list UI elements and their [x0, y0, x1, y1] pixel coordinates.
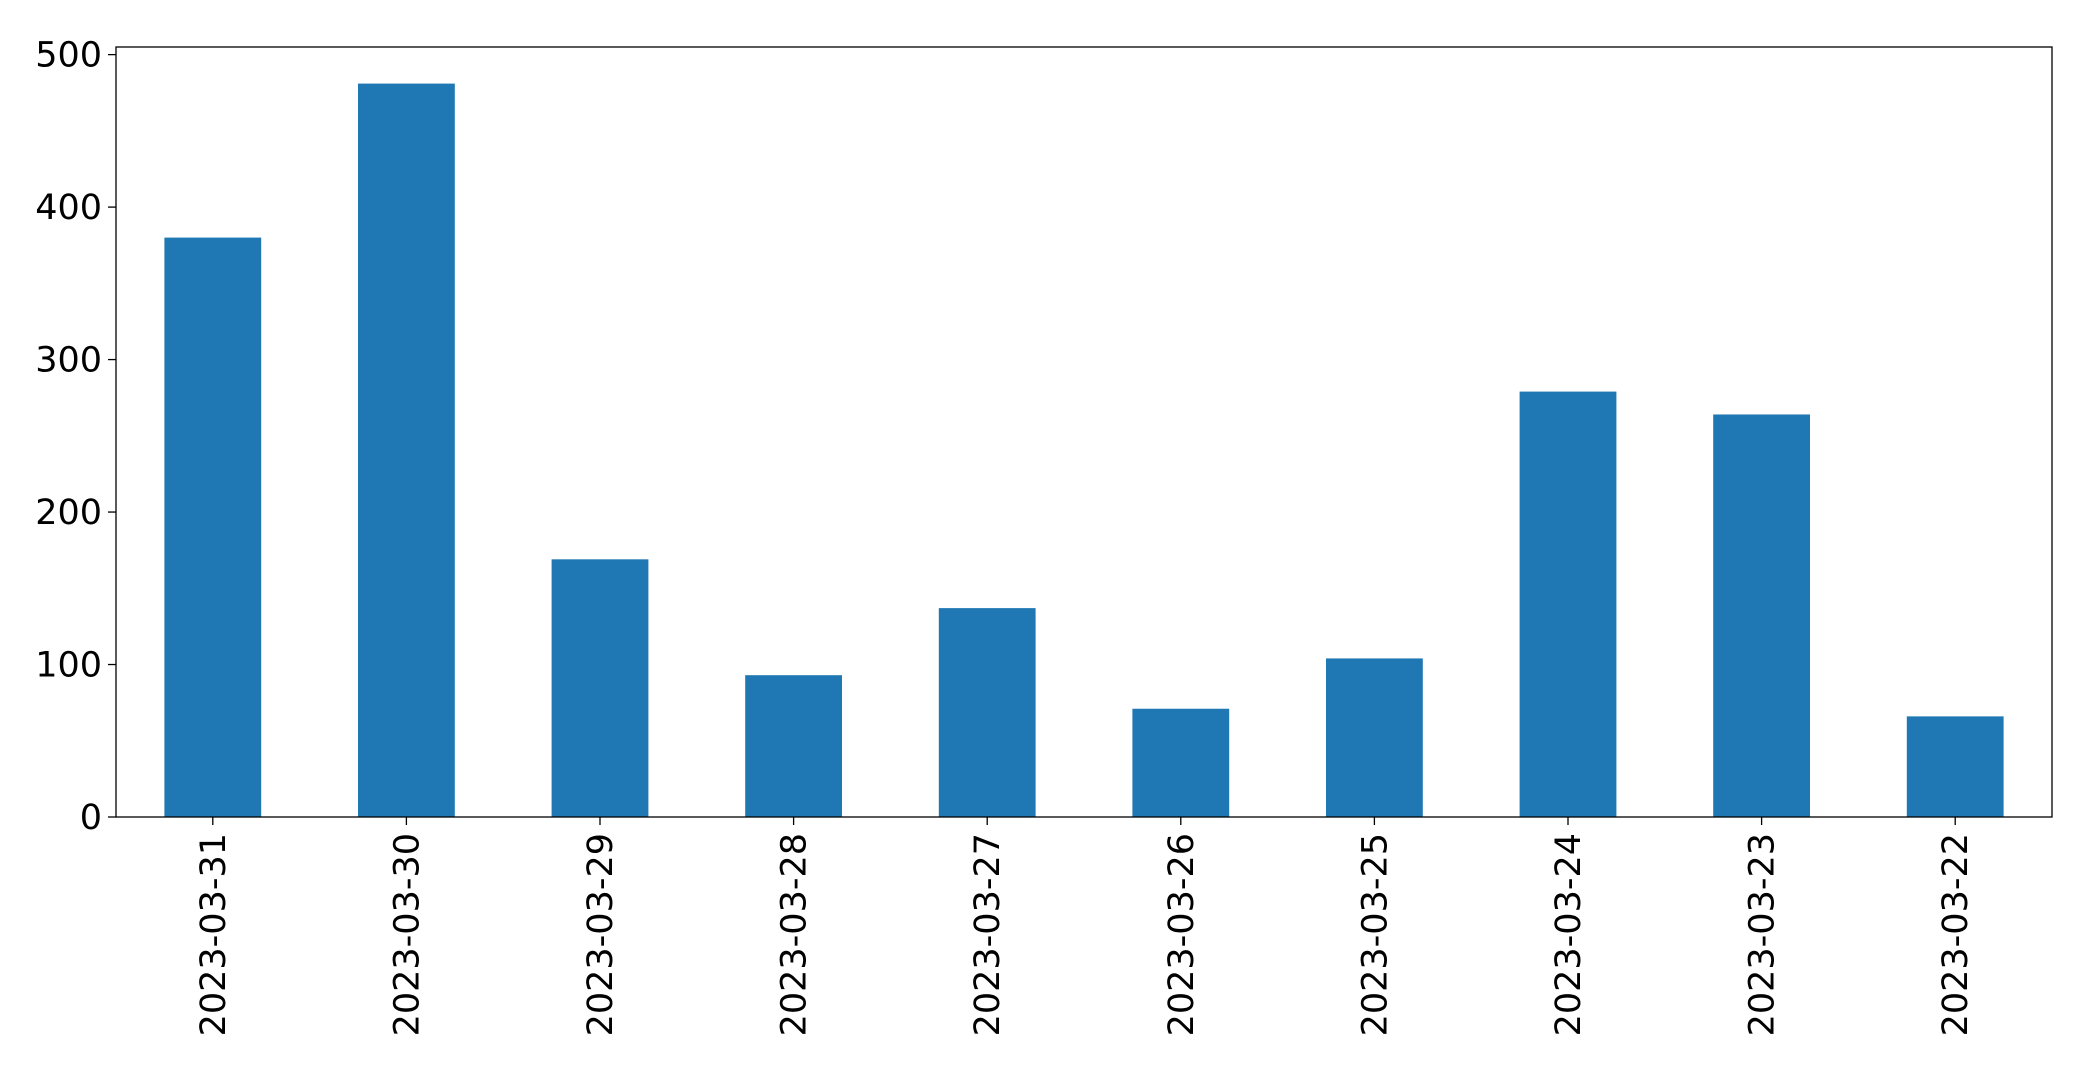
y-tick-label: 500 — [35, 36, 102, 76]
x-tick-label: 2023-03-25 — [1355, 833, 1395, 1036]
bar — [164, 237, 262, 817]
bar — [1519, 391, 1617, 817]
x-tick-label: 2023-03-26 — [1162, 833, 1202, 1036]
plot-frame — [115, 46, 2053, 818]
x-tick-label: 2023-03-29 — [581, 833, 621, 1036]
y-tick-label: 100 — [35, 646, 102, 686]
y-tick-label: 0 — [80, 798, 102, 838]
bar — [358, 83, 455, 818]
x-tick-label: 2023-03-28 — [775, 833, 815, 1036]
y-tick-label: 400 — [35, 188, 102, 228]
bar — [938, 608, 1036, 817]
y-tick-label: 300 — [35, 341, 102, 381]
bar — [1713, 414, 1810, 817]
x-tick-label: 2023-03-27 — [968, 833, 1008, 1036]
x-tick-label: 2023-03-30 — [387, 833, 427, 1036]
x-tick-label: 2023-03-24 — [1549, 833, 1589, 1036]
bar — [1326, 658, 1423, 817]
y-tick-label: 200 — [35, 493, 102, 533]
x-tick-label: 2023-03-31 — [194, 833, 234, 1036]
x-tick-label: 2023-03-23 — [1743, 833, 1783, 1036]
x-tick-label: 2023-03-22 — [1936, 833, 1976, 1036]
bar — [1906, 716, 2004, 817]
bar — [551, 559, 649, 817]
bar — [1132, 708, 1230, 817]
bar — [745, 675, 842, 817]
